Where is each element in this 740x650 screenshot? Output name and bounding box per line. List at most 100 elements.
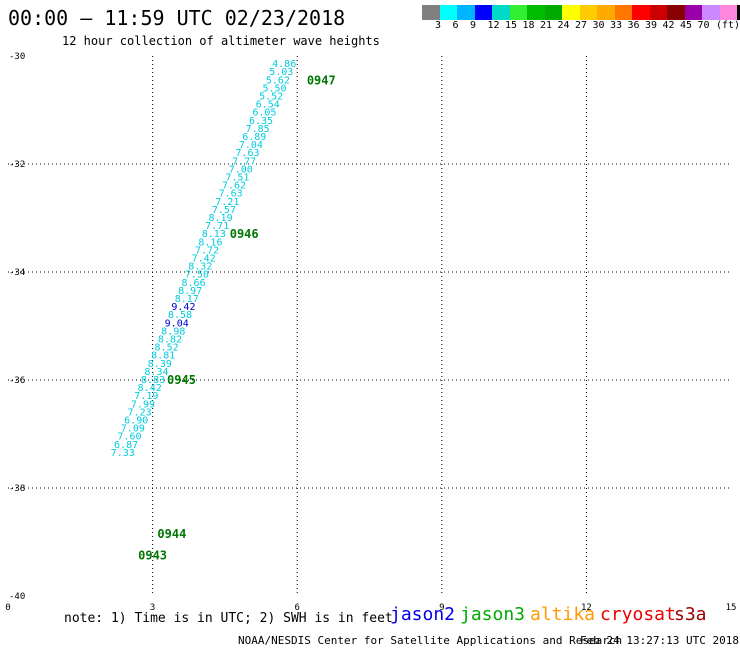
legend-label: 36 bbox=[627, 20, 640, 31]
wave-height-point: 8.97 bbox=[178, 286, 202, 297]
y-tick-label: -40 bbox=[9, 592, 25, 602]
legend-swatch bbox=[544, 5, 562, 20]
legend-swatch bbox=[422, 5, 440, 20]
wave-height-point: 8.42 bbox=[138, 383, 162, 394]
legend-swatch bbox=[527, 5, 545, 20]
page-title: 00:00 – 11:59 UTC 02/23/2018 bbox=[8, 6, 346, 30]
legend-swatch bbox=[632, 5, 650, 20]
wave-height-point: 7.00 bbox=[229, 164, 253, 175]
wave-height-point: 7.19 bbox=[134, 391, 158, 402]
legend-swatch bbox=[562, 5, 580, 20]
wave-height-point: 7.85 bbox=[246, 124, 270, 135]
wave-height-point: 5.52 bbox=[259, 92, 283, 103]
legend-swatch bbox=[614, 5, 632, 20]
legend-label: 15 bbox=[505, 20, 518, 31]
legend-label: 70 bbox=[697, 20, 710, 31]
legend-label: 6 bbox=[452, 20, 459, 31]
legend-swatch bbox=[649, 5, 667, 20]
wave-height-point: 8.83 bbox=[141, 375, 165, 386]
pass-time-label: 0944 bbox=[157, 527, 186, 541]
x-tick-label: 3 bbox=[150, 603, 155, 613]
legend-label: 39 bbox=[645, 20, 658, 31]
wave-height-point: 6.87 bbox=[114, 440, 138, 451]
legend-swatch bbox=[474, 5, 492, 20]
footer-credit: NOAA/NESDIS Center for Satellite Applica… bbox=[238, 634, 623, 647]
satellite-label-s3a: s3a bbox=[674, 604, 707, 625]
legend-swatch bbox=[492, 5, 510, 20]
y-tick-label: -32 bbox=[9, 160, 25, 170]
wave-height-point: 7.33 bbox=[111, 448, 135, 459]
wave-height-point: 8.34 bbox=[144, 367, 168, 378]
legend-swatch bbox=[684, 5, 702, 20]
legend-swatch bbox=[439, 5, 457, 20]
legend-label: 9 bbox=[470, 20, 477, 31]
x-tick-label: 12 bbox=[581, 603, 592, 613]
wave-height-point: 7.57 bbox=[212, 205, 236, 216]
page-subtitle: 12 hour collection of altimeter wave hei… bbox=[62, 34, 380, 48]
wave-height-point: 7.63 bbox=[219, 189, 243, 200]
wave-height-point: 7.21 bbox=[215, 197, 239, 208]
wave-height-point: 7.23 bbox=[128, 407, 152, 418]
legend-label: 24 bbox=[557, 20, 570, 31]
legend-unit: (ft) bbox=[716, 20, 740, 31]
wave-height-point: 6.54 bbox=[256, 100, 280, 111]
legend-label: 3 bbox=[435, 20, 442, 31]
wave-height-point: 8.17 bbox=[175, 294, 199, 305]
satellite-label-cryosat: cryosat bbox=[600, 604, 676, 625]
wave-height-point: 8.13 bbox=[202, 229, 226, 240]
pass-time-label: 0947 bbox=[307, 73, 336, 87]
wave-height-point: 8.52 bbox=[155, 343, 179, 354]
y-tick-label: -36 bbox=[9, 376, 25, 386]
x-tick-label: 0 bbox=[5, 603, 10, 613]
wave-height-point: 9.42 bbox=[171, 302, 195, 313]
wave-height-point: 8.19 bbox=[209, 213, 233, 224]
wave-height-point: 7.42 bbox=[192, 254, 216, 265]
x-tick-label: 15 bbox=[726, 603, 737, 613]
satellite-label-jason2: jason2 bbox=[390, 604, 456, 625]
y-tick-label: -34 bbox=[9, 268, 25, 278]
wave-height-point: 7.51 bbox=[225, 173, 249, 184]
wave-height-point: 7.63 bbox=[236, 148, 260, 159]
x-tick-label: 6 bbox=[294, 603, 299, 613]
wave-height-point: 7.99 bbox=[131, 399, 155, 410]
wave-height-point: 7.62 bbox=[222, 181, 246, 192]
y-tick-label: -30 bbox=[9, 52, 25, 62]
wave-height-point: 7.77 bbox=[232, 156, 256, 167]
wave-height-point: 8.82 bbox=[158, 335, 182, 346]
legend-swatch bbox=[719, 5, 737, 20]
y-tick-label: -38 bbox=[9, 484, 25, 494]
wave-height-point: 8.66 bbox=[182, 278, 206, 289]
wave-height-point: 8.58 bbox=[168, 310, 192, 321]
satellite-label-jason3: jason3 bbox=[460, 604, 526, 625]
wave-height-point: 5.50 bbox=[263, 83, 287, 94]
legend-swatch bbox=[702, 5, 720, 20]
wave-height-point: 6.35 bbox=[249, 116, 273, 127]
wave-height-point: 6.89 bbox=[242, 132, 266, 143]
wave-height-point: 5.62 bbox=[266, 75, 290, 86]
legend-label: 45 bbox=[680, 20, 693, 31]
color-legend bbox=[422, 5, 740, 20]
wave-height-point: 7.04 bbox=[239, 140, 263, 151]
legend-swatch bbox=[509, 5, 527, 20]
wave-height-point: 8.32 bbox=[188, 262, 212, 273]
wave-height-point: 7.50 bbox=[185, 270, 209, 281]
legend-swatch bbox=[737, 5, 740, 20]
wave-height-point: 5.03 bbox=[269, 67, 293, 78]
legend-label: 33 bbox=[610, 20, 623, 31]
satellite-label-altika: altika bbox=[530, 604, 596, 625]
x-tick-label: 9 bbox=[439, 603, 444, 613]
wave-height-point: 8.81 bbox=[151, 351, 175, 362]
legend-label: 12 bbox=[487, 20, 500, 31]
wave-height-point: 7.71 bbox=[205, 221, 229, 232]
legend-label: 21 bbox=[540, 20, 553, 31]
legend-swatch bbox=[457, 5, 475, 20]
legend-label: 27 bbox=[575, 20, 588, 31]
wave-height-point: 4.86 bbox=[272, 59, 296, 70]
footer-timestamp: Feb 24 13:27:13 UTC 2018 bbox=[580, 634, 739, 647]
legend-label: 18 bbox=[522, 20, 535, 31]
legend-label: 42 bbox=[662, 20, 675, 31]
legend-swatch bbox=[579, 5, 597, 20]
wave-height-point: 8.39 bbox=[148, 359, 172, 370]
wave-height-point: 7.72 bbox=[195, 245, 219, 256]
